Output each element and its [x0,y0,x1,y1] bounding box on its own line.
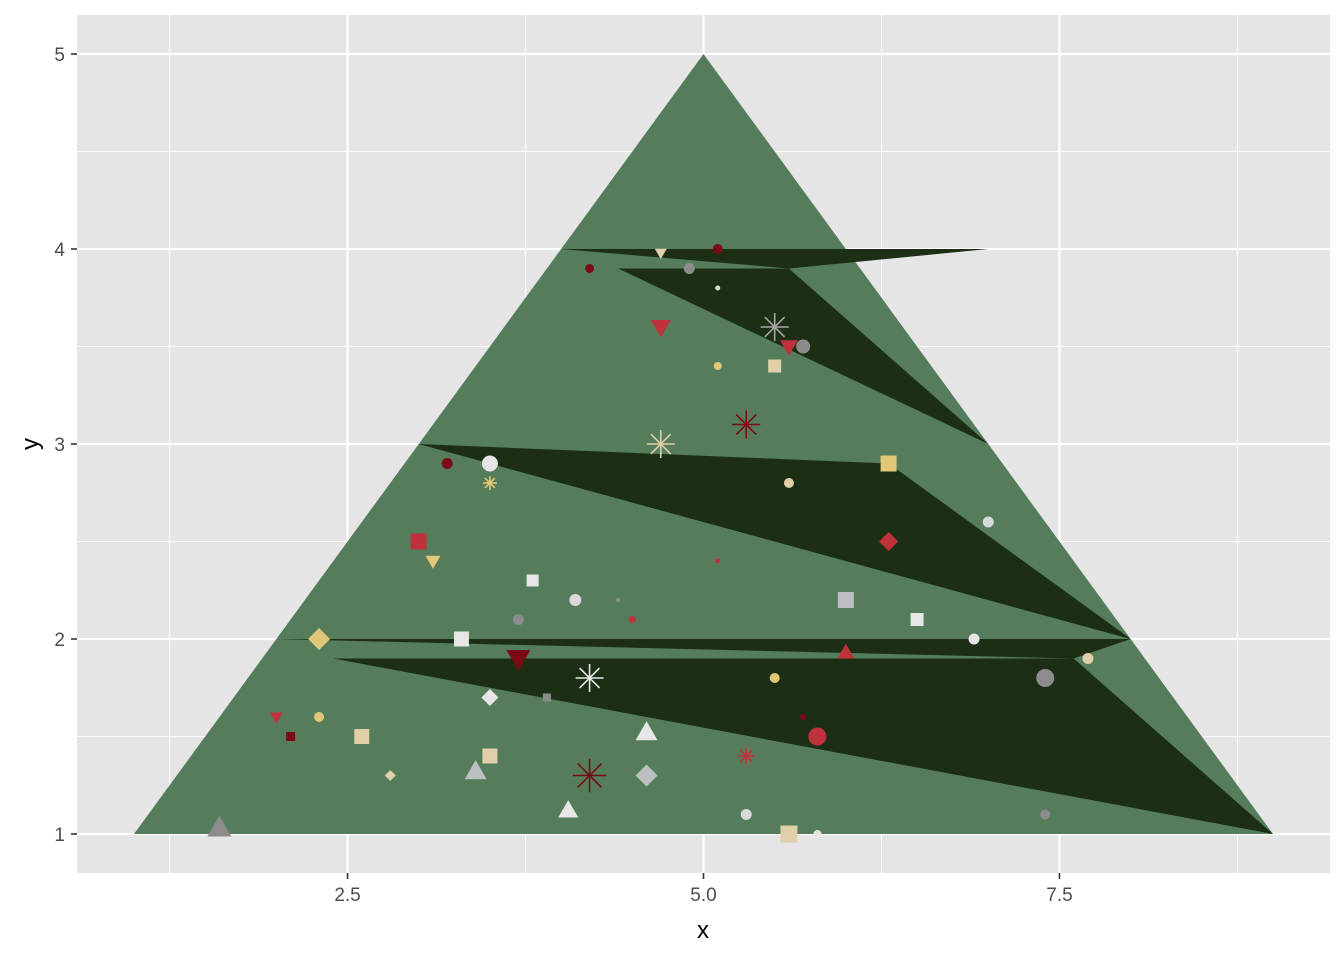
point-triangle-up [837,643,855,659]
point-circle [585,264,595,273]
point-triangle-down [269,712,283,724]
point-asterisk [737,747,755,765]
point-diamond [308,628,331,650]
x-tick-label: 7.5 [1046,885,1072,906]
point-triangle-down [650,320,671,338]
point-circle [628,616,636,623]
point-triangle-up [464,760,487,780]
point-triangle-down [425,555,441,569]
tree-shadow [276,639,1131,659]
point-diamond [635,764,658,787]
point-asterisk [646,430,675,458]
point-circle [683,263,695,274]
point-circle [808,727,827,746]
tree-shadow [489,463,1131,639]
asterisk-stroke [577,763,603,788]
point-square [286,732,296,741]
point-asterisk [572,758,607,793]
y-tick-label: 1 [54,825,65,846]
tree-polygons [134,54,1273,834]
point-square [453,631,469,647]
point-circle [796,339,811,354]
y-tick-label: 2 [54,630,65,651]
axes: 2.5 5.0 7.5 1 2 3 4 5 [54,45,1072,906]
point-asterisk [760,313,789,341]
asterisk-stroke [484,477,496,489]
point-asterisk [732,410,761,439]
point-circle [441,458,453,469]
point-circle [616,598,621,602]
point-diamond [481,689,499,706]
point-circle [783,478,794,488]
x-tick-label: 5.0 [690,885,716,906]
point-circle [715,285,721,291]
asterisk-stroke [650,433,672,455]
point-circle [813,830,822,838]
point-circle [740,809,752,820]
asterisk-stroke [579,667,601,689]
tree-shadow [333,658,1273,834]
point-triangle-up [558,800,579,818]
point-diamond [384,770,396,781]
point-square [354,729,370,744]
point-triangle-down [506,650,531,672]
point-circle [712,244,723,254]
point-triangle-down [654,248,667,260]
point-square [542,693,551,702]
point-asterisk [482,476,497,490]
y-tick-label: 5 [54,45,65,66]
point-circle [512,614,524,625]
y-tick-label: 3 [54,435,65,456]
asterisk-stroke [735,414,757,435]
point-circle [1040,809,1051,820]
point-triangle-down [779,340,798,356]
point-square [482,748,498,764]
tree-shadow [561,249,989,269]
point-circle [1036,669,1055,687]
data-points [207,244,1094,843]
point-circle [715,558,721,564]
tree-shadow [618,268,989,444]
y-axis-title: y [17,438,44,450]
point-circle [800,714,807,720]
asterisk-stroke [764,316,786,338]
point-circle [982,516,994,528]
point-square [837,592,854,608]
point-circle [713,362,722,370]
point-triangle-up [635,721,658,741]
point-circle [569,594,582,606]
point-square [526,574,539,587]
point-asterisk [575,664,604,692]
point-circle [769,673,780,683]
point-circle [481,455,498,472]
point-square [780,825,798,843]
point-diamond [879,532,899,551]
point-triangle-up [207,815,232,837]
point-square [880,455,897,472]
point-square [768,359,782,373]
x-tick-label: 2.5 [334,885,360,906]
point-circle [1082,653,1094,664]
y-tick-label: 4 [54,240,65,261]
point-square [410,533,427,550]
point-circle [968,633,980,645]
point-circle [314,712,325,722]
point-square [910,613,924,626]
asterisk-stroke [739,749,753,763]
x-axis-title: x [697,917,709,944]
